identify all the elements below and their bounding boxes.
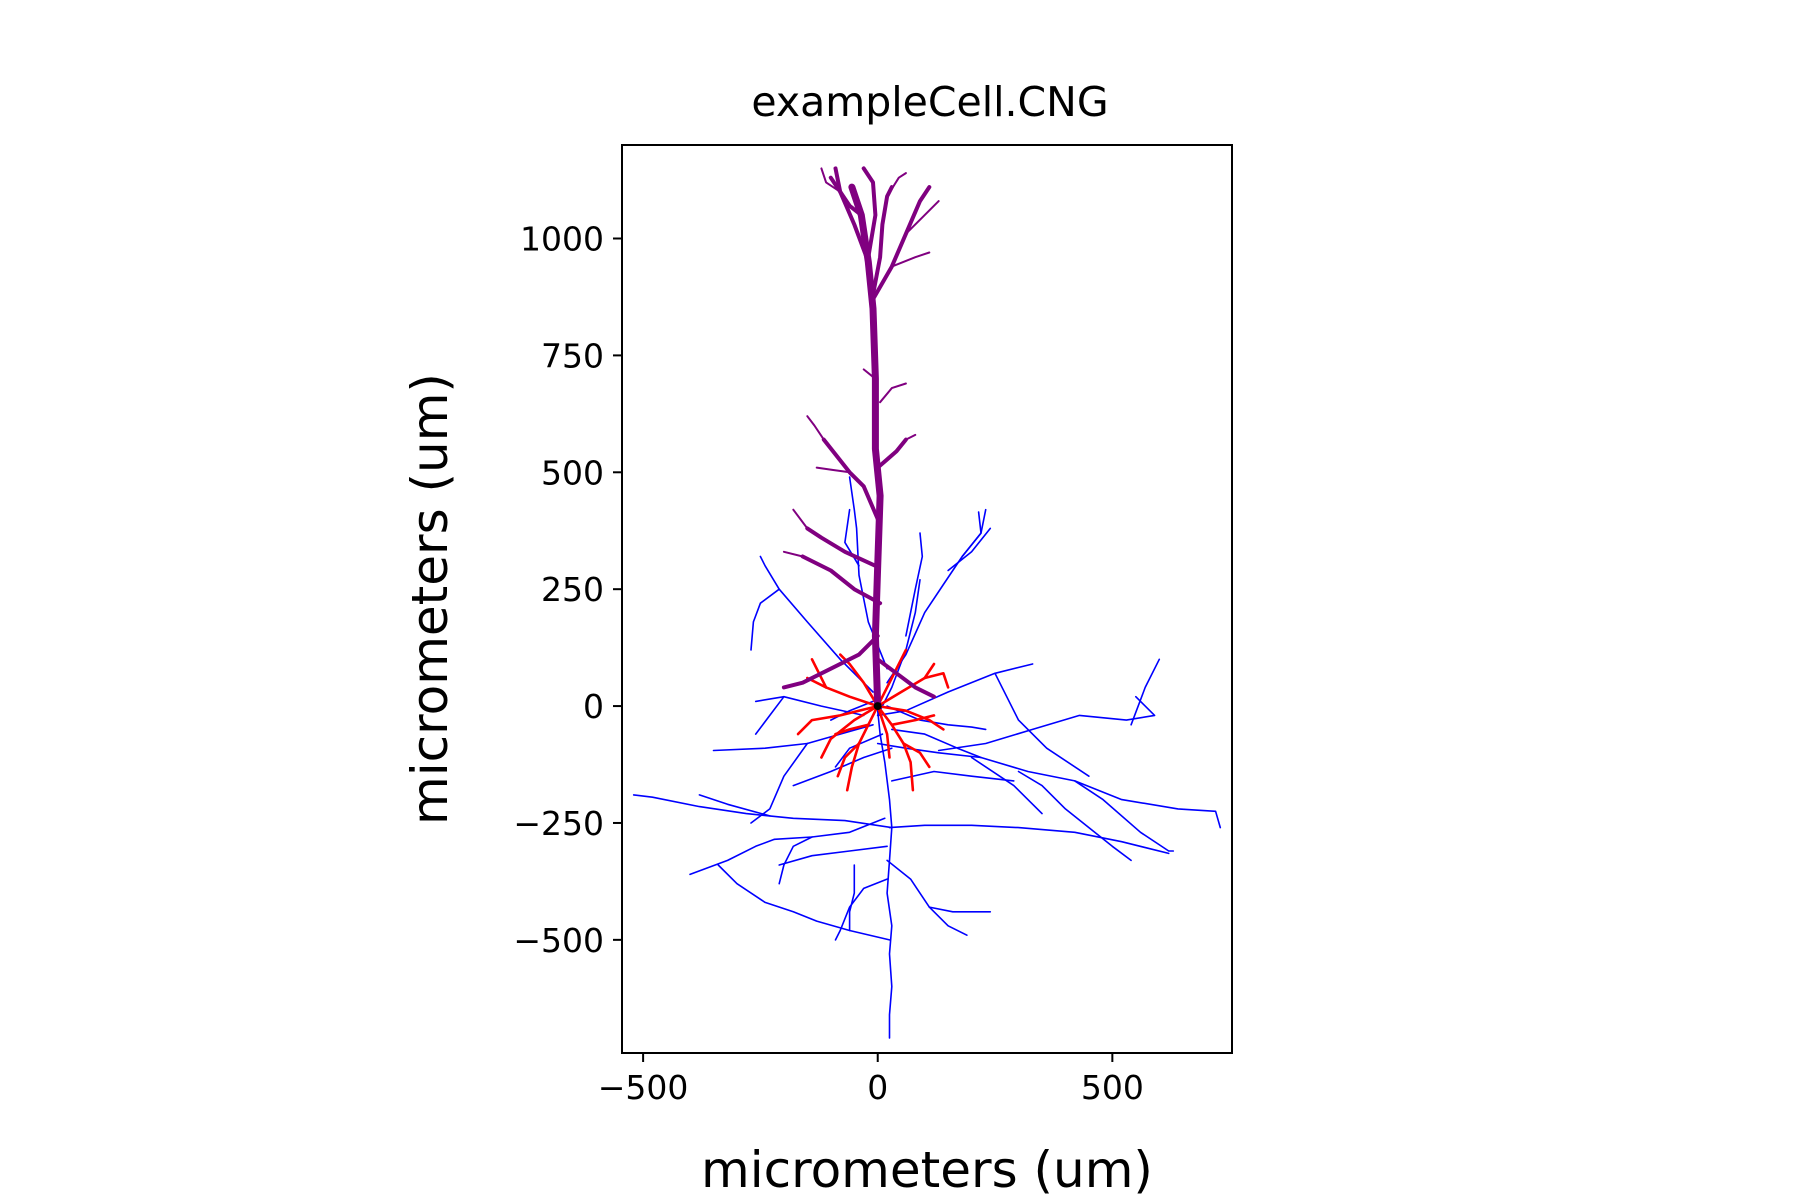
neurite-branch-s3-p6 <box>805 526 878 568</box>
neuron-traces <box>632 166 1222 1039</box>
neurite-branch-s0-p39 <box>754 695 785 735</box>
neurite-branch-s0-p7 <box>1017 770 1132 862</box>
neurite-branch-s0-p13 <box>947 527 992 572</box>
neurite-branch-s1-p5 <box>810 657 828 689</box>
neurite-branch-s0-p30 <box>689 838 776 876</box>
neurite-branch-s0-p9 <box>876 663 1034 717</box>
neurite-branch-s1-p11 <box>876 648 908 708</box>
neurite-branch-s0-p32 <box>848 864 856 932</box>
neurite-branch-s1-p4 <box>805 676 880 708</box>
neurite-branch-s4-p1 <box>886 172 907 198</box>
neurite-branch-s4-p5 <box>815 466 851 474</box>
neurite-branch-s0-p26 <box>928 906 992 913</box>
neurite-branch-s0-p2 <box>632 794 893 829</box>
neurite-branch-s0-p27 <box>834 878 888 941</box>
neurite-branch-s0-p21 <box>759 555 874 693</box>
neurite-branch-s0-p3 <box>698 794 771 817</box>
x-tick-label-2: 500 <box>1081 1068 1144 1107</box>
neurite-branch-s3-p10 <box>875 657 936 699</box>
neurite-branch-s4-p0 <box>904 200 940 235</box>
neurite-branch-s3-p4 <box>828 175 864 218</box>
neurite-branch-s0-p35 <box>834 733 884 768</box>
neurite-branch-s4-p4 <box>806 415 825 441</box>
neurite-branch-s0-p4 <box>876 742 1222 829</box>
neurite-branch-s0-p18 <box>886 705 987 731</box>
neurite-branch-s1-p1 <box>836 742 861 778</box>
y-tick-label-3: 250 <box>541 570 604 609</box>
y-axis-label: micrometers (um) <box>401 373 459 825</box>
x-tick-label-1: 0 <box>867 1068 888 1107</box>
neurite-branch-s3-p8 <box>875 437 908 470</box>
neurite-branch-s4-p3 <box>890 251 931 268</box>
neurite-branch-s3-p7 <box>800 554 883 606</box>
neurite-branch-s1-p7 <box>923 671 950 689</box>
neurite-branch-s0-p28 <box>773 817 886 841</box>
neurite-branch-s4-p8 <box>879 382 907 404</box>
neurite-branch-s1-p15 <box>876 704 891 759</box>
chart-title: exampleCell.CNG <box>751 78 1108 126</box>
plot-area <box>621 144 1233 1054</box>
neurite-branch-s1-p8 <box>796 704 880 736</box>
y-tick-label-2: 0 <box>583 687 604 726</box>
neurite-branch-s0-p24 <box>778 845 888 866</box>
neurite-branch-s0-p16 <box>848 476 888 670</box>
neurite-branch-s0-p22 <box>750 588 781 651</box>
neurite-branch-s4-p9 <box>862 368 877 380</box>
neurite-branch-s4-p6 <box>792 508 809 530</box>
neurite-branch-s0-p5 <box>937 695 1156 752</box>
neurite-branch-s4-p10 <box>904 433 917 441</box>
neurite-branch-s0-p34 <box>792 747 893 787</box>
neurite-branch-s1-p14 <box>820 704 880 759</box>
y-tick-label-0: −500 <box>513 921 604 960</box>
neurite-branch-s0-p10 <box>994 672 1090 778</box>
y-axis: −500 −250 0 250 500 750 1000 <box>513 220 622 960</box>
y-tick-label-5: 750 <box>541 336 604 375</box>
neurite-branch-s0-p29 <box>778 836 813 885</box>
x-axis-label: micrometers (um) <box>701 1141 1153 1199</box>
soma-marker <box>873 702 882 711</box>
neurite-branch-s1-p9 <box>876 704 945 731</box>
neurite-branch-s1-p3 <box>902 742 931 769</box>
neurite-branch-s0-p38 <box>754 695 865 717</box>
neurite-branch-s0-p0 <box>876 709 893 1039</box>
y-tick-label-6: 1000 <box>520 220 604 259</box>
neurite-branch-s1-p13 <box>890 714 936 727</box>
neurite-branch-s0-p11 <box>1130 658 1161 726</box>
neurite-branch-s4-p2 <box>820 167 842 193</box>
neurite-branch-s3-p5 <box>821 437 880 521</box>
x-tick-label-0: −500 <box>598 1068 689 1107</box>
neurite-branch-s3-p3 <box>861 166 878 260</box>
neurite-branch-s4-p7 <box>782 550 804 558</box>
neurite-branch-s0-p36 <box>890 728 982 759</box>
neurite-branch-s0-p6 <box>970 756 1043 815</box>
neurite-branch-s0-p14 <box>961 511 982 558</box>
neurite-branch-s3-p9 <box>781 633 880 690</box>
neurite-branch-s3-p0 <box>833 166 871 264</box>
x-axis: −500 0 500 <box>598 1053 1144 1107</box>
neurite-branch-s0-p20 <box>750 742 809 824</box>
neurite-branch-s1-p10 <box>838 653 880 708</box>
y-tick-label-4: 500 <box>541 453 604 492</box>
neurite-branch-s0-p1 <box>888 824 1170 855</box>
neurite-branch-s0-p15 <box>905 532 924 637</box>
y-tick-label-1: −250 <box>513 804 604 843</box>
axes-frame <box>621 144 1233 1054</box>
neurite-branch-s0-p8 <box>1074 780 1175 852</box>
